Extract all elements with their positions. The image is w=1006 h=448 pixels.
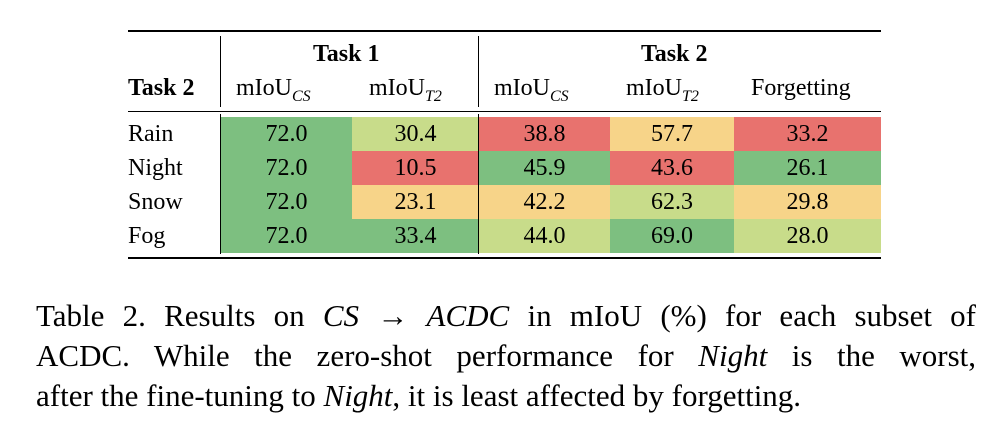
- header-divider-right: [478, 36, 479, 107]
- cell-task1-miou-cs: 72.0: [221, 117, 352, 151]
- row-header: Task 2: [128, 75, 195, 101]
- row-label: Snow: [128, 188, 183, 215]
- col-header-task2-miou-t2: mIoUT2: [626, 75, 699, 105]
- header-divider-left: [220, 36, 221, 107]
- table-top-rule: [128, 30, 881, 32]
- cell-task1-miou-t2: 10.5: [352, 151, 479, 185]
- table-mid-rule: [128, 111, 881, 112]
- row-label: Rain: [128, 120, 174, 147]
- cell-task2-miou-cs: 44.0: [479, 219, 610, 253]
- cell-task2-miou-cs: 45.9: [479, 151, 610, 185]
- task2-group-header: Task 2: [641, 41, 708, 67]
- cell-task2-miou-cs: 42.2: [479, 185, 610, 219]
- cell-task2-miou-t2: 57.7: [610, 117, 734, 151]
- cell-task1-miou-t2: 23.1: [352, 185, 479, 219]
- cell-task1-miou-cs: 72.0: [221, 185, 352, 219]
- cell-task2-miou-t2: 62.3: [610, 185, 734, 219]
- cell-task1-miou-t2: 30.4: [352, 117, 479, 151]
- cell-task2-miou-t2: 69.0: [610, 219, 734, 253]
- caption-line-1: Table 2. Results on CS → ACDC in mIoU (%…: [36, 298, 976, 333]
- cell-task2-miou-t2: 43.6: [610, 151, 734, 185]
- row-label: Fog: [128, 222, 166, 249]
- col-header-forgetting: Forgetting: [751, 75, 851, 101]
- col-header-task2-miou-cs: mIoUCS: [494, 75, 569, 105]
- row-label: Night: [128, 154, 183, 181]
- cell-task1-miou-t2: 33.4: [352, 219, 479, 253]
- cell-forgetting: 28.0: [734, 219, 881, 253]
- table-caption: Table 2. Results on CS → ACDC in mIoU (%…: [36, 296, 976, 416]
- cell-task2-miou-cs: 38.8: [479, 117, 610, 151]
- cell-forgetting: 26.1: [734, 151, 881, 185]
- table-bottom-rule: [128, 257, 881, 259]
- cell-forgetting: 29.8: [734, 185, 881, 219]
- col-header-task1-miou-cs: mIoUCS: [236, 75, 311, 105]
- caption-line-3: after the fine-tuning to Night, it is le…: [36, 378, 802, 413]
- cell-task1-miou-cs: 72.0: [221, 219, 352, 253]
- body-divider-right: [478, 114, 479, 254]
- caption-line-2: ACDC. While the zero-shot performance fo…: [36, 338, 977, 373]
- body-divider-left: [220, 114, 221, 254]
- cell-forgetting: 33.2: [734, 117, 881, 151]
- cell-task1-miou-cs: 72.0: [221, 151, 352, 185]
- task1-group-header: Task 1: [313, 41, 380, 67]
- col-header-task1-miou-t2: mIoUT2: [369, 75, 442, 105]
